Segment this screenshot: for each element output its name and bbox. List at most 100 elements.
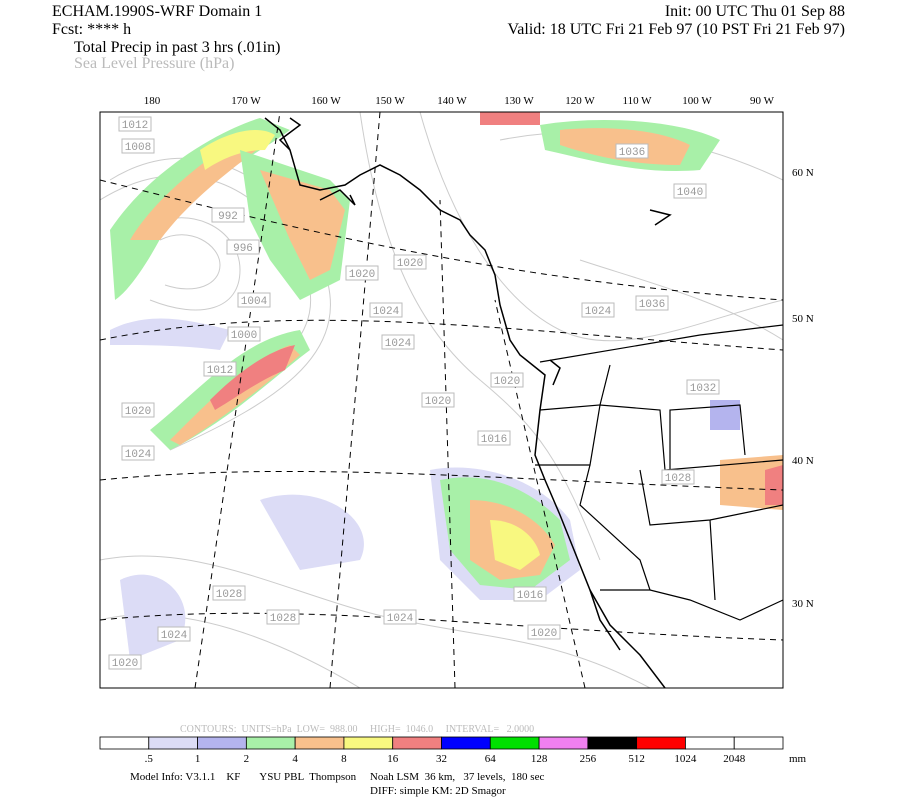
- colorbar-label: 1: [195, 753, 201, 765]
- contour-label: 1036: [639, 299, 665, 311]
- contour-label-box: [581, 302, 615, 318]
- longitude-label: 160 W: [311, 95, 341, 107]
- contour-label: 992: [218, 211, 238, 223]
- colorbar-swatch: [99, 736, 150, 750]
- colorbar-swatch: [392, 736, 442, 750]
- contour-label: 1036: [619, 147, 645, 159]
- colorbar-swatch: [636, 736, 686, 750]
- contour-info: CONTOURS: UNITS=hPa LOW= 988.00 HIGH= 10…: [180, 724, 534, 735]
- contour-label-box: [121, 402, 155, 418]
- longitude-label: 100 W: [682, 95, 712, 107]
- colorbar-label: 16: [387, 753, 399, 765]
- contour-label: 1028: [216, 589, 242, 601]
- contour-label: 1020: [349, 269, 375, 281]
- contour-label-box: [421, 392, 455, 408]
- colorbar-label: 64: [485, 753, 497, 765]
- colorbar-label: 2: [244, 753, 250, 765]
- diff-info: DIFF: simple KM: 2D Smagor: [370, 785, 506, 797]
- colorbar-label: 8: [341, 753, 347, 765]
- colorbar-label: 1024: [674, 753, 697, 765]
- contour-label: 1024: [387, 613, 414, 625]
- contour-label-box: [227, 326, 261, 342]
- contour-label: 1024: [161, 630, 188, 642]
- title: ECHAM.1990S-WRF Domain 1: [52, 3, 262, 20]
- contour-label-box: [266, 609, 300, 625]
- colorbar-swatch: [538, 736, 589, 750]
- field-secondary: Sea Level Pressure (hPa): [74, 55, 234, 72]
- contour-label-box: [369, 302, 403, 318]
- contour-label: 1024: [373, 306, 400, 318]
- contour-label: 1032: [690, 383, 716, 395]
- contour-label-box: [673, 183, 707, 199]
- contour-label-box: [345, 265, 379, 281]
- contour-label-box: [108, 654, 142, 670]
- contour-label-box: [477, 430, 511, 446]
- colorbar-swatch: [343, 736, 394, 750]
- colorbar-label: 128: [531, 753, 548, 765]
- map-frame: [99, 111, 784, 689]
- contour-label-box: [381, 334, 415, 350]
- contour-label-box: [513, 586, 547, 602]
- contour-label: 1024: [585, 306, 612, 318]
- contour-label: 1024: [125, 449, 152, 461]
- contour-labels: 1012 1008 992 996 1004 1000 1012 1020 1024 1020 10…: [108, 116, 720, 670]
- colorbar-label: .5: [145, 753, 154, 765]
- contour-label: 1020: [531, 628, 557, 640]
- contour-label-box: [157, 626, 191, 642]
- contour-label: 1016: [481, 434, 507, 446]
- field-primary: Total Precip in past 3 hrs (.01in): [74, 39, 280, 56]
- contour-label: 1028: [665, 473, 691, 485]
- latitude-label: 30 N: [792, 598, 814, 610]
- colorbar-unit: mm: [789, 753, 807, 765]
- contour-label: 1000: [231, 330, 257, 342]
- contour-label-box: [635, 295, 669, 311]
- colorbar: .5 1 2 4 8 16 32 64 128 256 512 1024 2048 mm: [99, 736, 807, 765]
- contour-label: 1004: [241, 296, 268, 308]
- contour-label: 1012: [122, 120, 148, 132]
- longitude-label: 180: [144, 95, 161, 107]
- colorbar-swatch: [294, 736, 345, 750]
- contour-label: 1020: [494, 376, 520, 388]
- contour-label-box: [686, 379, 720, 395]
- colorbar-label: 32: [436, 753, 447, 765]
- colorbar-label: 2048: [723, 753, 746, 765]
- contour-label-box: [393, 254, 427, 270]
- longitude-label: 120 W: [565, 95, 595, 107]
- latitude-label: 40 N: [792, 455, 814, 467]
- longitude-label: 110 W: [622, 95, 652, 107]
- colorbar-swatch: [685, 736, 735, 750]
- colorbar-swatch: [489, 736, 540, 750]
- contour-label-box: [237, 292, 271, 308]
- contour-label-box: [661, 469, 695, 485]
- colorbar-swatch: [148, 736, 198, 750]
- colorbar-label: 256: [580, 753, 597, 765]
- contour-label-box: [615, 143, 649, 159]
- contour-label: 1020: [125, 406, 151, 418]
- borders: [535, 324, 783, 621]
- longitude-label: 170 W: [231, 95, 261, 107]
- latitude-labels: 60 N 50 N 40 N 30 N: [792, 167, 814, 610]
- contour-label: 1008: [125, 142, 151, 154]
- coastlines: [264, 117, 672, 688]
- latitude-label: 50 N: [792, 313, 814, 325]
- contour-label-box: [121, 138, 155, 154]
- colorbar-swatch: [197, 736, 247, 750]
- contour-label-box: [203, 361, 237, 377]
- contour-label: 1012: [207, 365, 233, 377]
- precip: [110, 112, 783, 660]
- contour-label: 1040: [677, 187, 703, 199]
- contour-label-box: [212, 585, 246, 601]
- contour-label: 1024: [385, 338, 412, 350]
- contour-label-box: [211, 207, 245, 223]
- longitude-label: 140 W: [437, 95, 467, 107]
- contour-label: 996: [233, 243, 253, 255]
- colorbar-swatch: [587, 736, 638, 750]
- map: 180 170 W 160 W 150 W 140 W 130 W 120 W 110 W 10…: [99, 95, 814, 689]
- colorbar-label: 4: [292, 753, 298, 765]
- forecast: Fcst: **** h: [52, 21, 131, 38]
- latitude-label: 60 N: [792, 167, 814, 179]
- contour-label-box: [118, 116, 152, 132]
- valid-time: Valid: 18 UTC Fri 21 Feb 97 (10 PST Fri …: [508, 21, 846, 38]
- contour-label: 1020: [112, 658, 138, 670]
